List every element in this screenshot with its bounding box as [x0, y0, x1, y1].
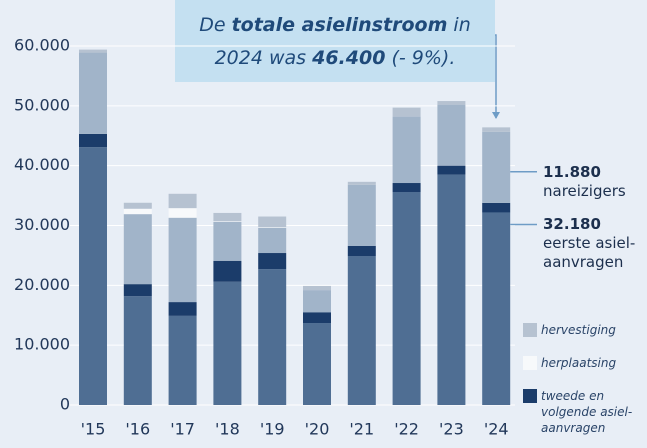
legend-label: herplaatsing — [541, 356, 617, 370]
title-box — [175, 0, 495, 82]
bar-segment — [482, 131, 511, 203]
bar-segment — [303, 323, 331, 405]
bar-segment — [303, 285, 331, 291]
legend-label: hervestiging — [541, 323, 616, 337]
bar-segment — [392, 183, 421, 192]
y-tick-label: 20.000 — [14, 275, 70, 294]
title-part: (- 9%). — [385, 47, 455, 69]
bar-segment — [347, 256, 376, 405]
y-tick-label: 40.000 — [14, 155, 70, 174]
title-pointer-head — [492, 112, 500, 119]
bar-segment — [392, 191, 421, 405]
bar-segment — [437, 104, 466, 166]
bar-segment — [482, 202, 511, 213]
bar-segment — [213, 221, 242, 222]
bar-segment — [437, 174, 466, 405]
bar-segment — [79, 52, 107, 134]
x-tick-label: '20 — [305, 420, 330, 439]
bar-segment — [213, 212, 242, 222]
bar-segment — [123, 214, 152, 285]
bar-segment — [258, 227, 287, 254]
bar-segment — [392, 116, 421, 184]
bar-segment — [168, 217, 197, 303]
bar-segment — [437, 101, 466, 105]
bar-segment — [123, 208, 152, 215]
bar-segment — [213, 221, 242, 261]
callout-value: 32.180 — [543, 215, 601, 234]
bar-segment — [482, 127, 511, 132]
bar-segment — [168, 315, 197, 405]
title-part: 46.400 — [311, 47, 385, 69]
legend-label: tweede en volgende asiel­aanvragen — [541, 389, 633, 435]
callout-name: eerste asiel­aanvragen — [543, 234, 636, 272]
bar-segment — [303, 312, 331, 324]
bar-segment — [303, 290, 331, 313]
y-tick-label: 10.000 — [14, 335, 70, 354]
title-part: totale asielinstroom — [232, 14, 448, 36]
bar-segment — [123, 202, 152, 209]
bar-segment — [347, 184, 376, 246]
x-tick-label: '22 — [394, 420, 419, 439]
bar-segment — [213, 281, 242, 405]
legend-swatch — [523, 389, 537, 403]
bar-segment — [168, 193, 197, 209]
x-tick-label: '15 — [81, 420, 106, 439]
bar-segment — [258, 216, 287, 228]
y-tick-label: 30.000 — [14, 215, 70, 234]
bar-segment — [123, 284, 152, 297]
x-tick-label: '16 — [125, 420, 150, 439]
x-tick-label: '18 — [215, 420, 240, 439]
bar-segment — [213, 260, 242, 282]
bar-segment — [258, 269, 287, 405]
y-tick-label: 60.000 — [14, 36, 70, 55]
bar-segment — [123, 296, 152, 405]
bar-segment — [258, 227, 287, 228]
x-tick-label: '23 — [439, 420, 464, 439]
bar-segment — [79, 49, 107, 53]
legend-swatch — [523, 323, 537, 337]
title-pointer — [495, 34, 497, 118]
x-tick-label: '24 — [484, 420, 509, 439]
legend-swatch — [523, 356, 537, 370]
title-part: in — [447, 14, 470, 36]
bar-segment — [79, 147, 107, 405]
x-tick-label: '19 — [260, 420, 285, 439]
bar-segment — [258, 253, 287, 270]
chart-title: De totale asielinstroom in — [199, 14, 471, 36]
bar-segment — [79, 133, 107, 148]
bar-segment — [168, 302, 197, 316]
callout-value: 11.880 — [543, 162, 601, 181]
bar-segment — [347, 245, 376, 257]
x-tick-label: '21 — [349, 420, 374, 439]
title-part: De — [199, 14, 231, 36]
title-part: 2024 was — [215, 47, 313, 69]
bar-segment — [392, 107, 421, 117]
bar-segment — [437, 165, 466, 175]
y-tick-label: 0 — [60, 395, 70, 414]
x-tick-label: '17 — [170, 420, 195, 439]
callout-name: nareizigers — [543, 181, 626, 200]
chart-title: 2024 was 46.400 (- 9%). — [215, 47, 456, 69]
y-tick-label: 50.000 — [14, 95, 70, 114]
bar-segment — [347, 181, 376, 185]
bar-segment — [168, 208, 197, 218]
bar-segment — [482, 212, 511, 405]
